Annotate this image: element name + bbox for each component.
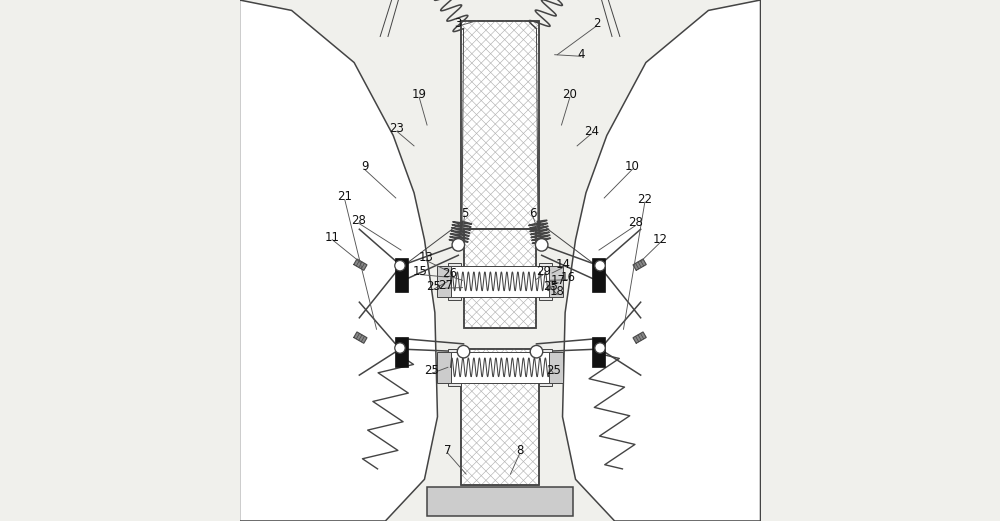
Text: 25: 25 (426, 280, 441, 293)
Bar (461, 349, 539, 485)
Text: 24: 24 (584, 125, 599, 138)
Text: 21: 21 (337, 191, 352, 203)
Text: 29: 29 (536, 266, 551, 278)
Text: 15: 15 (413, 266, 428, 278)
Circle shape (452, 239, 465, 251)
Bar (448, 349, 461, 386)
Text: 9: 9 (361, 160, 368, 173)
Text: 12: 12 (653, 233, 668, 246)
Text: 6: 6 (529, 207, 537, 220)
Polygon shape (563, 0, 761, 521)
Text: 25: 25 (424, 365, 439, 377)
Text: 14: 14 (556, 258, 571, 271)
Polygon shape (633, 332, 646, 343)
Text: 4: 4 (577, 48, 585, 61)
Circle shape (595, 343, 605, 353)
Text: 22: 22 (637, 193, 652, 206)
Bar (451, 266, 549, 297)
Text: 13: 13 (419, 252, 433, 264)
Text: 23: 23 (389, 122, 404, 135)
Text: 25: 25 (544, 280, 558, 293)
Text: 7: 7 (444, 444, 452, 457)
Polygon shape (633, 259, 646, 270)
Text: 8: 8 (516, 444, 523, 457)
Text: 17: 17 (551, 274, 566, 287)
Bar (549, 266, 563, 297)
Bar (464, 229, 536, 328)
Circle shape (595, 260, 605, 271)
Text: 5: 5 (461, 207, 468, 220)
Circle shape (530, 345, 543, 358)
Text: 2: 2 (593, 17, 600, 30)
Circle shape (457, 345, 470, 358)
Bar (464, 229, 536, 328)
Text: 20: 20 (562, 89, 577, 101)
Bar (539, 263, 552, 300)
Bar (448, 263, 461, 300)
Bar (592, 337, 605, 367)
Bar (437, 266, 451, 297)
Bar (437, 352, 451, 383)
Bar (461, 349, 539, 485)
Polygon shape (354, 332, 367, 343)
Bar (461, 21, 539, 229)
Bar (539, 349, 552, 386)
Text: 10: 10 (625, 160, 640, 173)
Polygon shape (354, 259, 367, 270)
Bar (461, 21, 539, 229)
Text: 25: 25 (546, 365, 561, 377)
Bar (549, 352, 563, 383)
Circle shape (395, 260, 405, 271)
Text: 27: 27 (438, 279, 453, 292)
Text: 18: 18 (550, 286, 565, 298)
Circle shape (395, 343, 405, 353)
Bar (592, 258, 605, 292)
Text: 19: 19 (412, 89, 427, 101)
Circle shape (535, 239, 548, 251)
Text: 11: 11 (325, 231, 340, 243)
Bar (395, 337, 408, 367)
Bar (395, 258, 408, 292)
Text: 28: 28 (628, 217, 643, 229)
Text: 3: 3 (455, 17, 462, 30)
Text: 16: 16 (560, 271, 575, 283)
Text: 26: 26 (442, 267, 457, 280)
Text: 28: 28 (351, 214, 366, 227)
Polygon shape (240, 0, 437, 521)
Bar (427, 487, 573, 516)
Bar (451, 352, 549, 383)
